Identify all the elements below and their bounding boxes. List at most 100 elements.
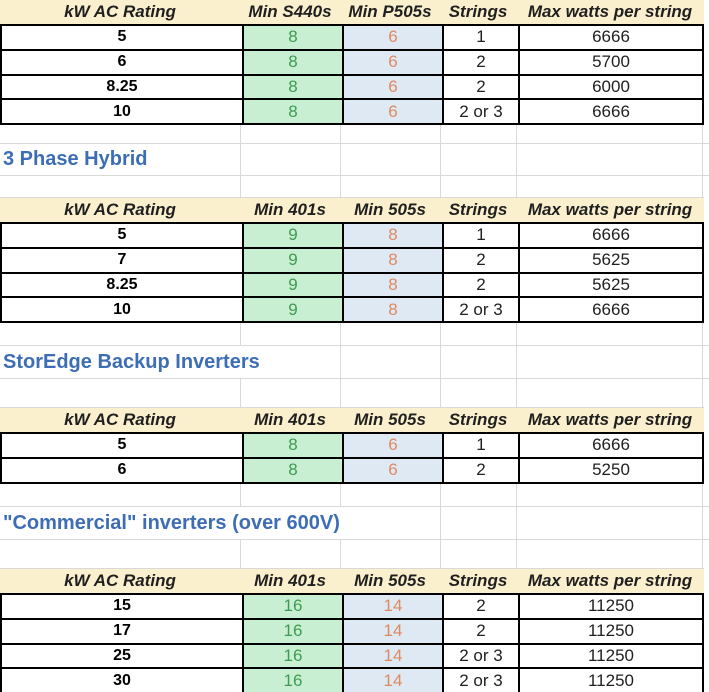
- data-cell[interactable]: 6: [342, 458, 442, 482]
- data-cell[interactable]: 1: [442, 26, 518, 49]
- data-cell[interactable]: 2: [442, 619, 518, 643]
- data-cell[interactable]: 17: [113, 622, 131, 640]
- data-cell[interactable]: 6000: [518, 75, 702, 99]
- data-cell[interactable]: 5: [117, 226, 127, 244]
- data-cell[interactable]: 5700: [518, 50, 702, 74]
- data-cell[interactable]: 8.25: [106, 77, 138, 95]
- column-header-cell[interactable]: Strings: [448, 200, 508, 219]
- column-header-cell[interactable]: Min S440s: [248, 2, 332, 21]
- column-header-cell[interactable]: Max watts per string: [527, 571, 693, 590]
- data-cell[interactable]: 2 or 3: [442, 669, 518, 692]
- data-cell[interactable]: 2: [442, 248, 518, 272]
- data-cell[interactable]: 8: [242, 50, 342, 74]
- column-header-cell[interactable]: Min 505s: [354, 571, 426, 590]
- table-body: 5 8 6 1 6666 6 8 6 2 5250: [0, 432, 704, 484]
- data-cell[interactable]: 8: [242, 458, 342, 482]
- data-cell[interactable]: 10: [113, 300, 131, 318]
- data-cell[interactable]: 11250: [518, 669, 702, 692]
- data-cell[interactable]: 2 or 3: [442, 644, 518, 668]
- data-cell[interactable]: 14: [342, 595, 442, 618]
- data-cell[interactable]: 6: [342, 26, 442, 49]
- data-cell[interactable]: 8: [242, 26, 342, 49]
- column-header-cell[interactable]: Min 505s: [354, 200, 426, 219]
- data-cell[interactable]: 1: [442, 434, 518, 457]
- section-title-storedge-backup[interactable]: StorEdge Backup Inverters: [0, 346, 270, 378]
- table-row: 5 9 8 1 6666: [2, 224, 702, 249]
- section-title-3-phase-hybrid[interactable]: 3 Phase Hybrid: [0, 144, 158, 175]
- data-cell[interactable]: 2: [442, 273, 518, 297]
- data-cell[interactable]: 6: [117, 53, 127, 71]
- data-cell[interactable]: 6666: [518, 100, 702, 123]
- column-header-cell[interactable]: Min 401s: [254, 571, 326, 590]
- data-cell[interactable]: 5250: [518, 458, 702, 482]
- data-cell[interactable]: 6: [342, 434, 442, 457]
- column-header-cell[interactable]: Strings: [448, 410, 508, 429]
- gridline-h: [0, 175, 709, 176]
- table-row: 5 8 6 1 6666: [2, 26, 702, 51]
- column-header-cell[interactable]: kW AC Rating: [64, 571, 176, 590]
- column-header-cell[interactable]: kW AC Rating: [64, 200, 176, 219]
- data-cell[interactable]: 8: [342, 248, 442, 272]
- data-cell[interactable]: 25: [113, 646, 131, 664]
- column-header-cell[interactable]: kW AC Rating: [64, 410, 176, 429]
- data-cell[interactable]: 16: [242, 669, 342, 692]
- column-header-cell[interactable]: Min 401s: [254, 200, 326, 219]
- column-header-cell[interactable]: kW AC Rating: [64, 2, 176, 21]
- data-cell[interactable]: 6666: [518, 298, 702, 321]
- data-cell[interactable]: 9: [242, 298, 342, 321]
- data-cell[interactable]: 14: [342, 669, 442, 692]
- data-cell[interactable]: 11250: [518, 644, 702, 668]
- data-cell[interactable]: 9: [242, 273, 342, 297]
- data-cell[interactable]: 8: [342, 224, 442, 247]
- table-row: 8.25 9 8 2 5625: [2, 273, 702, 299]
- column-header-cell[interactable]: Min 401s: [254, 410, 326, 429]
- data-cell[interactable]: 11250: [518, 595, 702, 618]
- column-header-cell[interactable]: Min P505s: [348, 2, 432, 21]
- data-cell[interactable]: 15: [113, 597, 131, 615]
- data-cell[interactable]: 8: [242, 100, 342, 123]
- data-cell[interactable]: 5: [117, 28, 127, 46]
- data-cell[interactable]: 2: [442, 458, 518, 482]
- data-cell[interactable]: 16: [242, 619, 342, 643]
- table-row: 30 16 14 2 or 3 11250: [2, 669, 702, 692]
- data-cell[interactable]: 6: [342, 100, 442, 123]
- data-cell[interactable]: 8: [242, 75, 342, 99]
- data-cell[interactable]: 6666: [518, 434, 702, 457]
- data-cell[interactable]: 8: [242, 434, 342, 457]
- data-cell[interactable]: 6: [342, 50, 442, 74]
- data-cell[interactable]: 9: [242, 224, 342, 247]
- column-header-cell[interactable]: Max watts per string: [527, 2, 693, 21]
- data-cell[interactable]: 2 or 3: [442, 298, 518, 321]
- data-cell[interactable]: 6666: [518, 224, 702, 247]
- data-cell[interactable]: 11250: [518, 619, 702, 643]
- data-cell[interactable]: 14: [342, 619, 442, 643]
- column-header-cell[interactable]: Min 505s: [354, 410, 426, 429]
- section-title-commercial[interactable]: "Commercial" inverters (over 600V): [0, 507, 350, 539]
- data-cell[interactable]: 2: [442, 50, 518, 74]
- data-cell[interactable]: 8: [342, 273, 442, 297]
- data-cell[interactable]: 2: [442, 75, 518, 99]
- column-header-cell[interactable]: Strings: [448, 571, 508, 590]
- data-cell[interactable]: 5625: [518, 248, 702, 272]
- data-cell[interactable]: 30: [113, 671, 131, 689]
- data-cell[interactable]: 2: [442, 595, 518, 618]
- data-cell[interactable]: 5: [117, 436, 127, 454]
- data-cell[interactable]: 9: [242, 248, 342, 272]
- data-cell[interactable]: 6: [117, 461, 127, 479]
- data-cell[interactable]: 6666: [518, 26, 702, 49]
- column-header-cell[interactable]: Max watts per string: [527, 410, 693, 429]
- gridline-h: [0, 345, 709, 346]
- data-cell[interactable]: 6: [342, 75, 442, 99]
- data-cell[interactable]: 5625: [518, 273, 702, 297]
- data-cell[interactable]: 8.25: [106, 275, 138, 293]
- data-cell[interactable]: 10: [113, 102, 131, 120]
- column-header-cell[interactable]: Max watts per string: [527, 200, 693, 219]
- data-cell[interactable]: 2 or 3: [442, 100, 518, 123]
- data-cell[interactable]: 14: [342, 644, 442, 668]
- data-cell[interactable]: 16: [242, 595, 342, 618]
- data-cell[interactable]: 7: [117, 251, 127, 269]
- data-cell[interactable]: 8: [342, 298, 442, 321]
- data-cell[interactable]: 1: [442, 224, 518, 247]
- data-cell[interactable]: 16: [242, 644, 342, 668]
- column-header-cell[interactable]: Strings: [448, 2, 508, 21]
